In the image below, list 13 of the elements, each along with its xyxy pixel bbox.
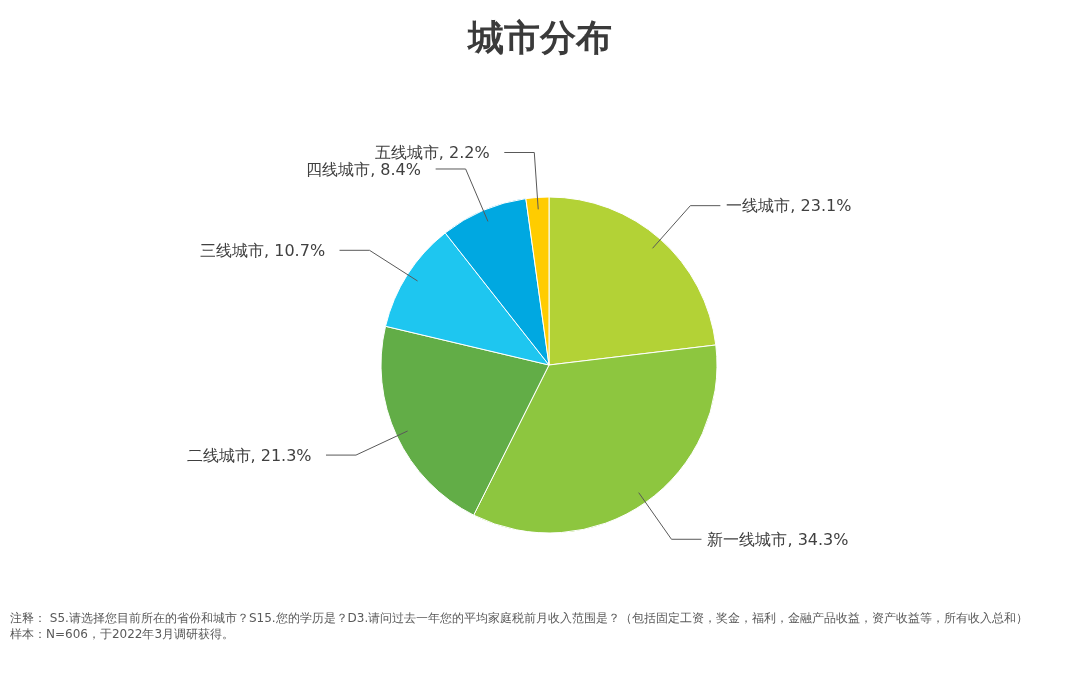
data-label: , 21.3% [250,445,312,465]
text: 样本：N=606，于2022年3月调研获得。 [10,626,236,642]
slice-label: 三线城市 [200,240,265,260]
data-label: , 23.1% [790,196,852,216]
data-label: , 2.2% [438,143,490,163]
data-label: , 10.7% [264,240,326,260]
slice-label: 新一线城市 [707,529,788,549]
slice-label: 二线城市 [186,445,251,465]
chart-title: 城市分布 [466,17,612,58]
slice-label: 一线城市 [726,196,791,216]
slice-label: 四线城市 [306,159,371,179]
text: 注释： S5.请选择您目前所在的省份和城市？S15.您的学历是？D3.请问过去一年您的平均家庭税前月收入范围是？（包括固定工资，奖金，福利，金融产品收益，资产收益等，所有收入总和） [10,610,1030,626]
data-label: , 34.3% [787,529,849,549]
